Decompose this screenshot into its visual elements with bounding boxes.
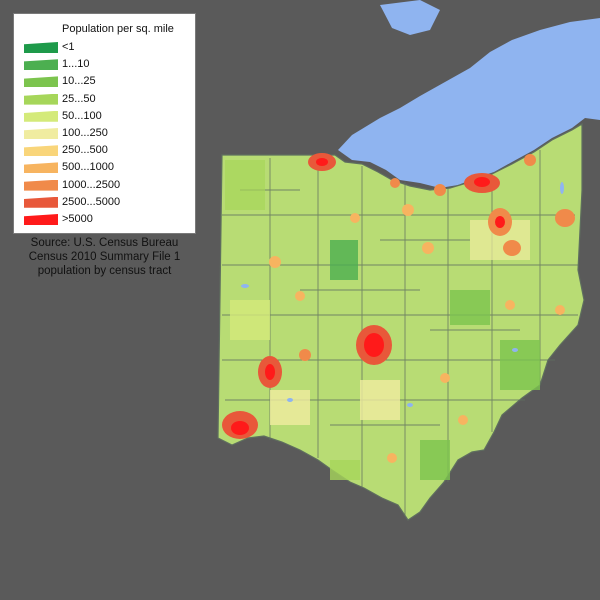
source-note: Source: U.S. Census Bureau Census 2010 S… (13, 236, 196, 278)
legend-swatch (24, 145, 58, 157)
legend-item: 1000...2500 (24, 179, 189, 192)
ohio-state-shape (217, 122, 585, 521)
legend-title: Population per sq. mile (62, 23, 174, 35)
legend-swatch (24, 59, 58, 71)
map-legend: Population per sq. mile <1 1...10 10...25 2… (13, 13, 196, 234)
legend-label: 500...1000 (62, 161, 114, 174)
inland-water (241, 182, 564, 407)
source-line-2: Census 2010 Summary File 1 (28, 251, 181, 263)
legend-swatch (24, 196, 58, 208)
legend-label: 2500...5000 (62, 195, 121, 208)
legend-item: 1...10 (24, 58, 189, 71)
source-line-3: population by census tract (37, 265, 172, 277)
legend-item: 250...500 (24, 144, 189, 157)
legend-label: 25...50 (62, 92, 96, 105)
source-line-1: Source: U.S. Census Bureau (30, 237, 179, 249)
legend-label: 50...100 (62, 109, 102, 122)
youngstown-area (555, 209, 575, 227)
legend-label: >5000 (62, 213, 93, 225)
lake-erie (338, 18, 600, 188)
legend-swatch (24, 214, 58, 225)
legend-swatch (24, 179, 58, 191)
legend-label: 10...25 (62, 75, 96, 88)
legend-label: 1000...2500 (62, 178, 121, 191)
legend-item: 10...25 (24, 75, 189, 88)
lake-st-clair (380, 0, 440, 35)
legend-item: 2500...5000 (24, 196, 189, 209)
urban-areas (222, 153, 575, 463)
legend-item: 50...100 (24, 110, 189, 123)
legend-swatch (24, 162, 58, 174)
legend-item: >5000 (24, 213, 189, 226)
legend-swatch (24, 128, 58, 139)
legend-label: 100...250 (62, 127, 108, 139)
legend-swatch (24, 110, 58, 122)
legend-item: 500...1000 (24, 161, 189, 174)
legend-label: 1...10 (62, 58, 90, 71)
legend-label: 250...500 (62, 144, 108, 157)
legend-swatch (24, 42, 58, 53)
legend-swatch (24, 76, 58, 88)
legend-item: 25...50 (24, 93, 189, 106)
legend-item: <1 (24, 41, 189, 54)
legend-label: <1 (62, 41, 75, 53)
legend-swatch (24, 93, 58, 105)
canton-area (503, 240, 521, 256)
legend-item: 100...250 (24, 127, 189, 140)
density-patches (225, 160, 540, 480)
